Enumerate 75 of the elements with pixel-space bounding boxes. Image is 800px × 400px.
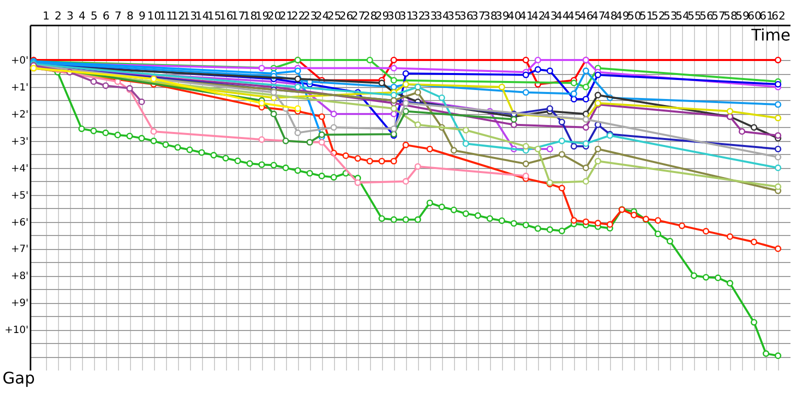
x-tick-label: 48 [603,10,618,22]
x-tick-label: 7 [114,10,122,22]
x-tick-label: 10 [147,10,162,22]
y-tick-label: +8' [11,271,28,282]
x-tick-label: 46 [579,10,594,22]
x-tick-label: 61 [759,10,774,22]
x-tick-label: 25 [327,10,342,22]
x-tick-label: 40 [507,10,522,22]
x-tick-label: 41 [519,10,534,22]
x-tick-label: 24 [315,10,330,22]
x-tick-label: 32 [411,10,426,22]
x-tick-label: 51 [639,10,654,22]
x-tick-label: 44 [555,10,570,22]
x-tick-label: 19 [255,10,270,22]
x-tick-label: 11 [159,10,174,22]
x-tick-label: 35 [447,10,462,22]
x-tick-label: 30 [387,10,402,22]
y-axis-title: Gap [2,368,35,388]
x-tick-label: 2 [54,10,62,22]
x-tick-label: 45 [567,10,582,22]
x-tick-label: 58 [723,10,738,22]
x-tick-label: 57 [711,10,726,22]
x-tick-label: 9 [138,10,146,22]
x-tick-label: 15 [207,10,222,22]
x-tick-label: 47 [591,10,606,22]
x-tick-label: 59 [735,10,750,22]
x-tick-label: 52 [651,10,666,22]
x-tick-label: 26 [339,10,354,22]
y-tick-label: +3' [11,136,28,148]
y-tick-label: +10' [4,325,28,336]
x-tick-label: 42 [531,10,546,22]
x-tick-label: 13 [183,10,198,22]
y-tick-label: +6' [11,217,28,228]
y-tick-label: +5' [11,190,28,202]
y-tick-label: +2' [11,109,28,120]
x-tick-label: 8 [126,10,134,22]
x-tick-label: 37 [471,10,486,22]
y-tick-label: +7' [11,244,28,256]
y-tick-label: +1' [11,82,28,94]
x-tick-label: 50 [627,10,642,22]
x-tick-label: 33 [423,10,438,22]
x-tick-label: 23 [303,10,318,22]
x-tick-label: 55 [687,10,702,22]
x-tick-label: 43 [543,10,558,22]
x-tick-label: 1 [42,10,50,22]
x-tick-label: 60 [747,10,762,22]
x-tick-label: 17 [231,10,246,22]
x-tick-label: 12 [171,10,186,22]
x-tick-label: 39 [495,10,510,22]
x-tick-label: 36 [459,10,474,22]
x-tick-label: 4 [78,10,86,22]
x-tick-label: 34 [435,10,450,22]
x-tick-label: 18 [243,10,258,22]
y-tick-label: +4' [11,163,28,174]
x-tick-label: 21 [279,10,294,22]
x-tick-label: 6 [102,10,110,22]
x-tick-label: 38 [483,10,498,22]
x-tick-label: 28 [363,10,378,22]
x-tick-label: 22 [291,10,306,22]
x-axis-title: Time [750,26,790,44]
x-tick-label: 56 [699,10,714,22]
x-tick-label: 54 [675,10,690,22]
x-tick-label: 16 [219,10,234,22]
y-tick-label: +0' [11,56,28,67]
x-tick-label: 53 [663,10,678,22]
x-tick-label: 20 [267,10,282,22]
x-tick-label: 27 [351,10,366,22]
x-tick-label: 31 [399,10,414,22]
x-tick-label: 3 [66,10,74,22]
x-tick-label: 49 [615,10,630,22]
x-tick-label: 29 [375,10,390,22]
x-tick-label: 14 [195,10,210,22]
y-tick-label: +9' [11,298,28,310]
x-tick-label: 62 [771,10,786,22]
x-tick-label: 5 [90,10,98,22]
